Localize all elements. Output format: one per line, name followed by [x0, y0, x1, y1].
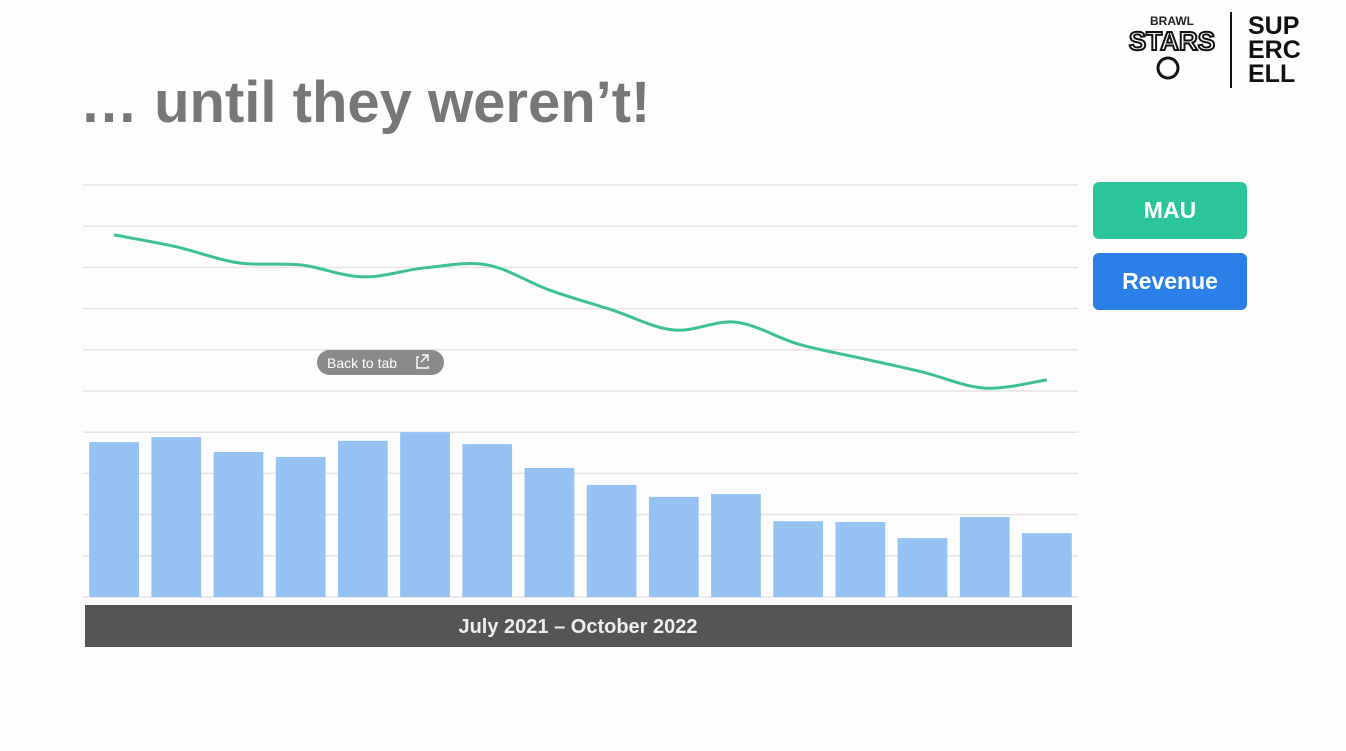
bar [213, 451, 264, 597]
legend-swatch[interactable] [1093, 182, 1247, 239]
overlay-pill[interactable] [317, 350, 444, 375]
brawl-logo: BRAWL STARS [1128, 14, 1216, 80]
bar [151, 437, 202, 597]
x-label: July 2021 – October 2022 [458, 616, 697, 638]
legend-label[interactable]: Revenue [1122, 268, 1218, 294]
bar [1022, 533, 1072, 597]
legend-label[interactable]: MAU [1144, 197, 1196, 223]
logo-text: ERC [1248, 36, 1301, 64]
supercell-logo: SUP ERC ELL [1248, 12, 1301, 88]
bar [89, 442, 139, 597]
bar [400, 432, 450, 597]
logo-text: STARS [1129, 26, 1215, 56]
bar [711, 494, 761, 597]
plot-area [83, 184, 1078, 598]
back-to-tab[interactable]: Back to tab [317, 350, 444, 375]
overlay-text[interactable]: Back to tab [327, 355, 397, 371]
legend-swatch[interactable] [1093, 253, 1247, 310]
logo-text: BRAWL [1150, 14, 1194, 28]
logo-text: ELL [1248, 60, 1295, 88]
bar [337, 440, 388, 597]
overlay-icon[interactable] [416, 354, 429, 369]
bar [959, 517, 1010, 597]
bar [586, 484, 637, 597]
bar [897, 538, 948, 597]
bar [275, 456, 326, 597]
bar [648, 496, 699, 597]
line [113, 233, 1048, 390]
logo-text: SUP [1248, 12, 1299, 40]
logo-skull [1156, 56, 1180, 80]
bar [773, 521, 824, 597]
bar [835, 522, 886, 597]
chart-title: … until they weren’t! [80, 70, 650, 135]
bar [524, 468, 575, 597]
bar [462, 444, 513, 597]
x-label-bar [85, 605, 1072, 647]
legend: MAU Revenue [1093, 182, 1247, 310]
